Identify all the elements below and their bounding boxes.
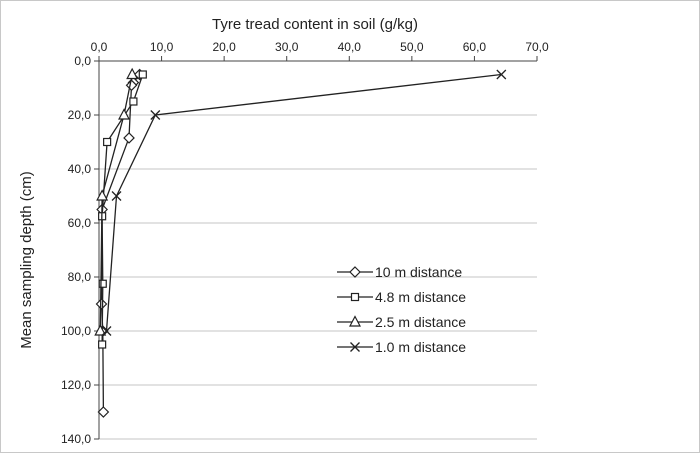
series-line [105, 73, 502, 332]
x-tick-label: 10,0 [150, 40, 174, 54]
legend-item: 1.0 m distance [337, 339, 466, 355]
x-tick-label: 0,0 [91, 40, 108, 54]
data-point [95, 298, 108, 310]
y-tick-label: 100,0 [61, 324, 91, 338]
data-point [150, 110, 161, 120]
data-point [138, 70, 147, 79]
legend-item: 4.8 m distance [337, 289, 466, 305]
data-point [98, 340, 107, 349]
x-tick-label: 20,0 [212, 40, 236, 54]
legend: 10 m distance 4.8 m distance 2.5 m distanc… [337, 264, 466, 355]
legend-marker [350, 342, 360, 352]
legend-marker [349, 315, 361, 327]
data-point [129, 97, 138, 106]
series-3 [94, 67, 139, 336]
legend-label: 2.5 m distance [375, 314, 466, 330]
legend-marker [349, 266, 361, 278]
data-point [123, 132, 135, 144]
x-tick-label: 70,0 [525, 40, 549, 54]
y-tick-label: 120,0 [61, 378, 91, 392]
legend-label: 4.8 m distance [375, 289, 466, 305]
y-tick-label: 60,0 [68, 216, 92, 230]
series-2 [98, 70, 147, 349]
y-tick-label: 140,0 [61, 432, 91, 446]
x-tick-label: 50,0 [400, 40, 424, 54]
data-point [101, 326, 112, 336]
axes [94, 56, 538, 440]
tick-labels: 0,0 20,0 40,0 60,0 80,0 100,0 120,0 140,0 0,0 10,… [61, 40, 549, 446]
y-tick-label: 0,0 [74, 54, 91, 68]
legend-marker [350, 292, 360, 302]
legend-label: 1.0 m distance [375, 339, 466, 355]
legend-label: 10 m distance [375, 264, 462, 280]
legend-item: 10 m distance [337, 264, 462, 280]
data-point [94, 324, 107, 336]
y-tick-label: 20,0 [68, 108, 92, 122]
grid-lines [99, 114, 537, 440]
series-line [101, 74, 144, 345]
data-point [96, 189, 109, 201]
x-tick-label: 60,0 [463, 40, 487, 54]
y-tick-label: 80,0 [68, 270, 92, 284]
data-point [126, 67, 139, 80]
data-point [103, 137, 112, 147]
data-point [496, 69, 507, 80]
x-axis-title: Tyre tread content in soil (g/kg) [212, 16, 418, 33]
series-4 [101, 69, 507, 336]
data-point [111, 191, 122, 201]
series-line [99, 74, 133, 332]
y-axis-title: Mean sampling depth (cm) [18, 171, 35, 349]
x-tick-label: 30,0 [275, 40, 299, 54]
data-point [98, 279, 107, 288]
data-point [118, 108, 131, 120]
data-point [97, 406, 110, 418]
x-tick-label: 40,0 [338, 40, 362, 54]
y-tick-label: 40,0 [68, 162, 92, 176]
series-group [94, 67, 507, 418]
legend-item: 2.5 m distance [337, 314, 466, 330]
